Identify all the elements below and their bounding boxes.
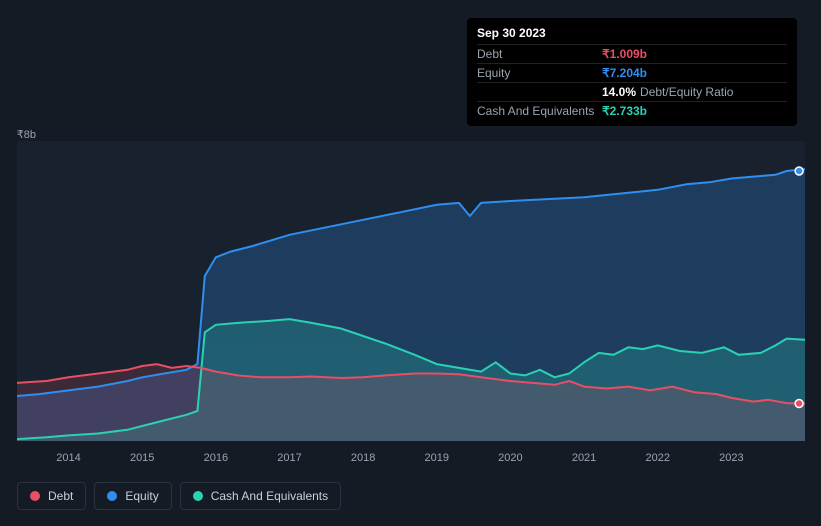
chart-container: Sep 30 2023Debt₹1.009bEquity₹7.204b14.0%… <box>0 0 821 526</box>
x-axis-label: 2020 <box>498 452 522 464</box>
x-axis-label: 2015 <box>130 452 154 464</box>
x-axis-label: 2014 <box>56 452 80 464</box>
series-end-marker-debt <box>795 400 803 408</box>
x-axis-label: 2021 <box>572 452 596 464</box>
legend: Debt Equity Cash And Equivalents <box>17 482 341 510</box>
legend-label: Equity <box>125 489 158 503</box>
legend-dot-icon <box>193 491 203 501</box>
tooltip-ratio-label: Debt/Equity Ratio <box>640 85 733 99</box>
legend-item-equity[interactable]: Equity <box>94 482 171 510</box>
tooltip-date: Sep 30 2023 <box>477 24 787 44</box>
x-axis-label: 2019 <box>425 452 449 464</box>
tooltip-label: Cash And Equivalents <box>477 104 602 118</box>
series-end-marker-equity <box>795 167 803 175</box>
x-axis-label: 2022 <box>645 452 669 464</box>
legend-label: Debt <box>48 489 73 503</box>
tooltip-row: Equity₹7.204b <box>477 63 787 82</box>
x-axis: 2014 2015 2016 2017 2018 2019 2020 2021 2022 2023 <box>17 448 805 468</box>
legend-item-debt[interactable]: Debt <box>17 482 86 510</box>
chart-plot-area[interactable] <box>17 141 805 441</box>
legend-label: Cash And Equivalents <box>211 489 328 503</box>
legend-dot-icon <box>30 491 40 501</box>
legend-item-cash-and-equivalents[interactable]: Cash And Equivalents <box>180 482 341 510</box>
chart-svg <box>17 141 805 441</box>
x-axis-label: 2017 <box>277 452 301 464</box>
tooltip-value: ₹2.733b <box>602 104 647 118</box>
tooltip-label: Equity <box>477 66 602 80</box>
tooltip-row: 14.0% Debt/Equity Ratio <box>477 82 787 101</box>
y-axis-label: ₹8b <box>6 128 36 141</box>
x-axis-label: 2023 <box>719 452 743 464</box>
chart-tooltip: Sep 30 2023Debt₹1.009bEquity₹7.204b14.0%… <box>467 18 797 126</box>
legend-dot-icon <box>107 491 117 501</box>
tooltip-value: ₹7.204b <box>602 66 647 80</box>
tooltip-row: Debt₹1.009b <box>477 44 787 63</box>
tooltip-label: Debt <box>477 47 602 61</box>
tooltip-label <box>477 85 602 99</box>
tooltip-value: ₹1.009b <box>602 47 647 61</box>
x-axis-label: 2018 <box>351 452 375 464</box>
tooltip-ratio-pct: 14.0% <box>602 85 636 99</box>
x-axis-label: 2016 <box>204 452 228 464</box>
tooltip-row: Cash And Equivalents₹2.733b <box>477 101 787 120</box>
